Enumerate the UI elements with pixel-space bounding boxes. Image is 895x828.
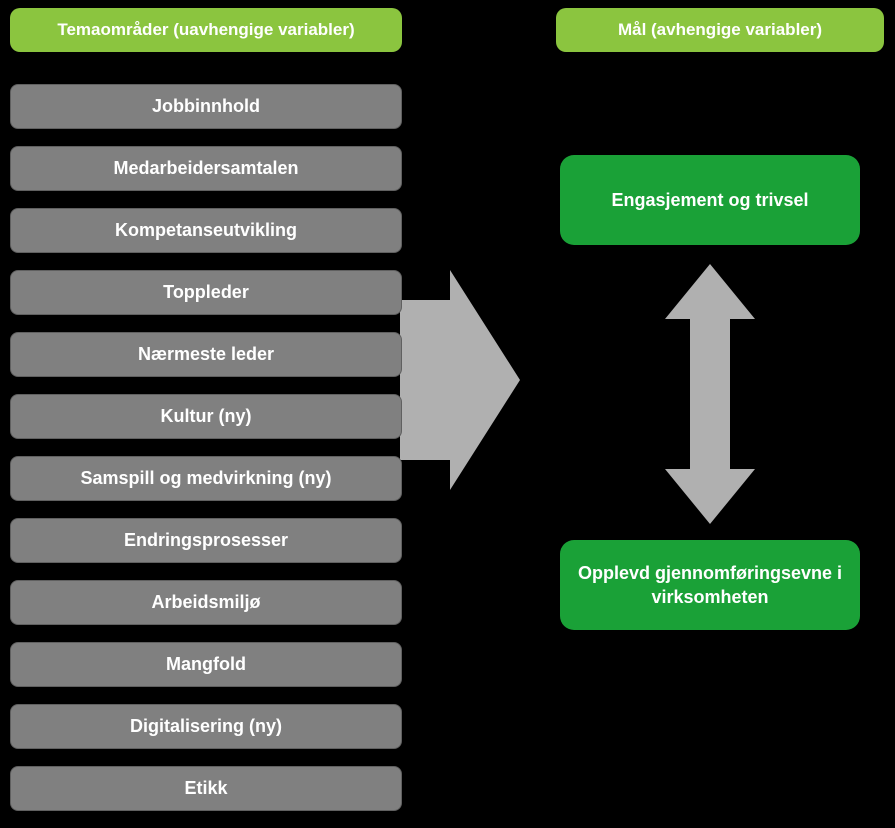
- theme-item: Medarbeidersamtalen: [10, 146, 402, 191]
- goal-engagement: Engasjement og trivsel: [560, 155, 860, 245]
- right-header: Mål (avhengige variabler): [556, 8, 884, 52]
- double-arrow-vertical: [665, 264, 755, 524]
- goal-execution: Opplevd gjennomføringsevne i virksomhete…: [560, 540, 860, 630]
- theme-item: Toppleder: [10, 270, 402, 315]
- theme-item: Nærmeste leder: [10, 332, 402, 377]
- theme-item: Samspill og medvirkning (ny): [10, 456, 402, 501]
- theme-item: Jobbinnhold: [10, 84, 402, 129]
- theme-item: Etikk: [10, 766, 402, 811]
- theme-item: Digitalisering (ny): [10, 704, 402, 749]
- theme-list: Jobbinnhold Medarbeidersamtalen Kompetanse…: [10, 84, 402, 828]
- theme-item: Kompetanseutvikling: [10, 208, 402, 253]
- theme-item: Kultur (ny): [10, 394, 402, 439]
- flow-arrow-right: [400, 100, 520, 660]
- theme-item: Mangfold: [10, 642, 402, 687]
- left-header: Temaområder (uavhengige variabler): [10, 8, 402, 52]
- theme-item: Arbeidsmiljø: [10, 580, 402, 625]
- theme-item: Endringsprosesser: [10, 518, 402, 563]
